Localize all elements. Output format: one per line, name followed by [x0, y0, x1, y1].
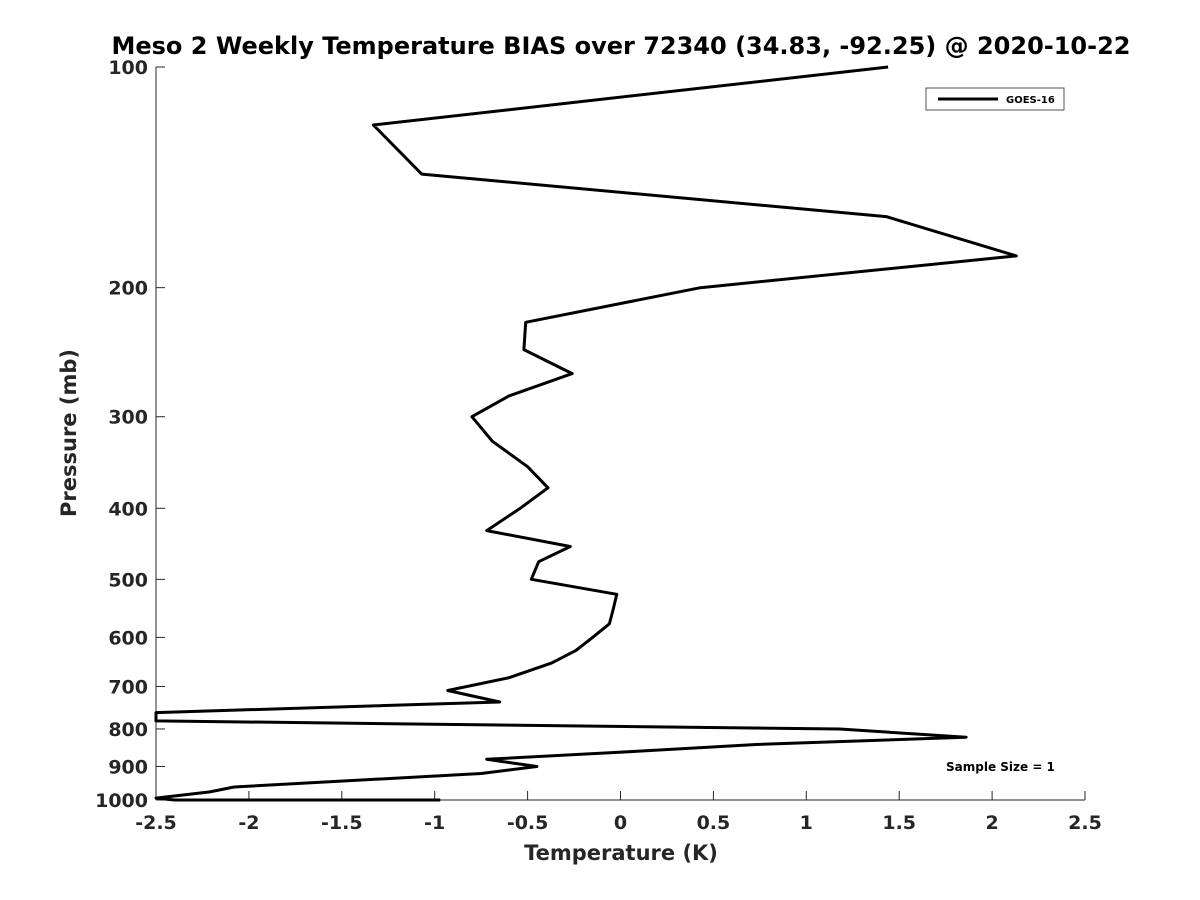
y-tick-label: 800	[108, 719, 148, 741]
x-tick-label: 1.5	[882, 812, 916, 834]
sample-size-annotation: Sample Size = 1	[946, 760, 1055, 774]
y-tick-label: 400	[108, 498, 148, 520]
y-axis-label: Pressure (mb)	[57, 349, 81, 517]
x-tick-label: -1	[424, 812, 445, 834]
y-tick-label: 500	[108, 569, 148, 591]
x-tick-label: 0.5	[697, 812, 731, 834]
legend-label-goes-16: GOES-16	[1006, 95, 1055, 106]
x-tick-label: 1	[800, 812, 813, 834]
series-line-goes-16	[154, 65, 1018, 802]
x-axis-label: Temperature (K)	[524, 841, 718, 865]
y-ticks: 100 200 300 400 500 600 700 800 900 1000	[95, 57, 165, 812]
x-tick-label: -0.5	[507, 812, 549, 834]
x-tick-label: 2	[985, 812, 998, 834]
x-tick-label: -2.5	[135, 812, 177, 834]
y-tick-label: 700	[108, 676, 148, 698]
y-tick-label: 100	[108, 57, 148, 79]
plot-area	[156, 67, 1085, 800]
series-layer	[154, 65, 1018, 802]
x-tick-label: 0	[614, 812, 627, 834]
y-tick-label: 200	[108, 278, 148, 300]
x-tick-label: 2.5	[1068, 812, 1102, 834]
legend: GOES-16	[925, 87, 1065, 111]
chart-title: Meso 2 Weekly Temperature BIAS over 7234…	[111, 32, 1130, 60]
y-tick-label: 1000	[95, 790, 148, 812]
y-tick-label: 600	[108, 627, 148, 649]
y-tick-label: 300	[108, 407, 148, 429]
y-tick-label: 900	[108, 756, 148, 778]
x-ticks: -2.5 -2 -1.5 -1 -0.5 0 0.5 1 1.5 2 2.5	[135, 791, 1102, 834]
x-tick-label: -2	[238, 812, 259, 834]
x-tick-label: -1.5	[321, 812, 363, 834]
